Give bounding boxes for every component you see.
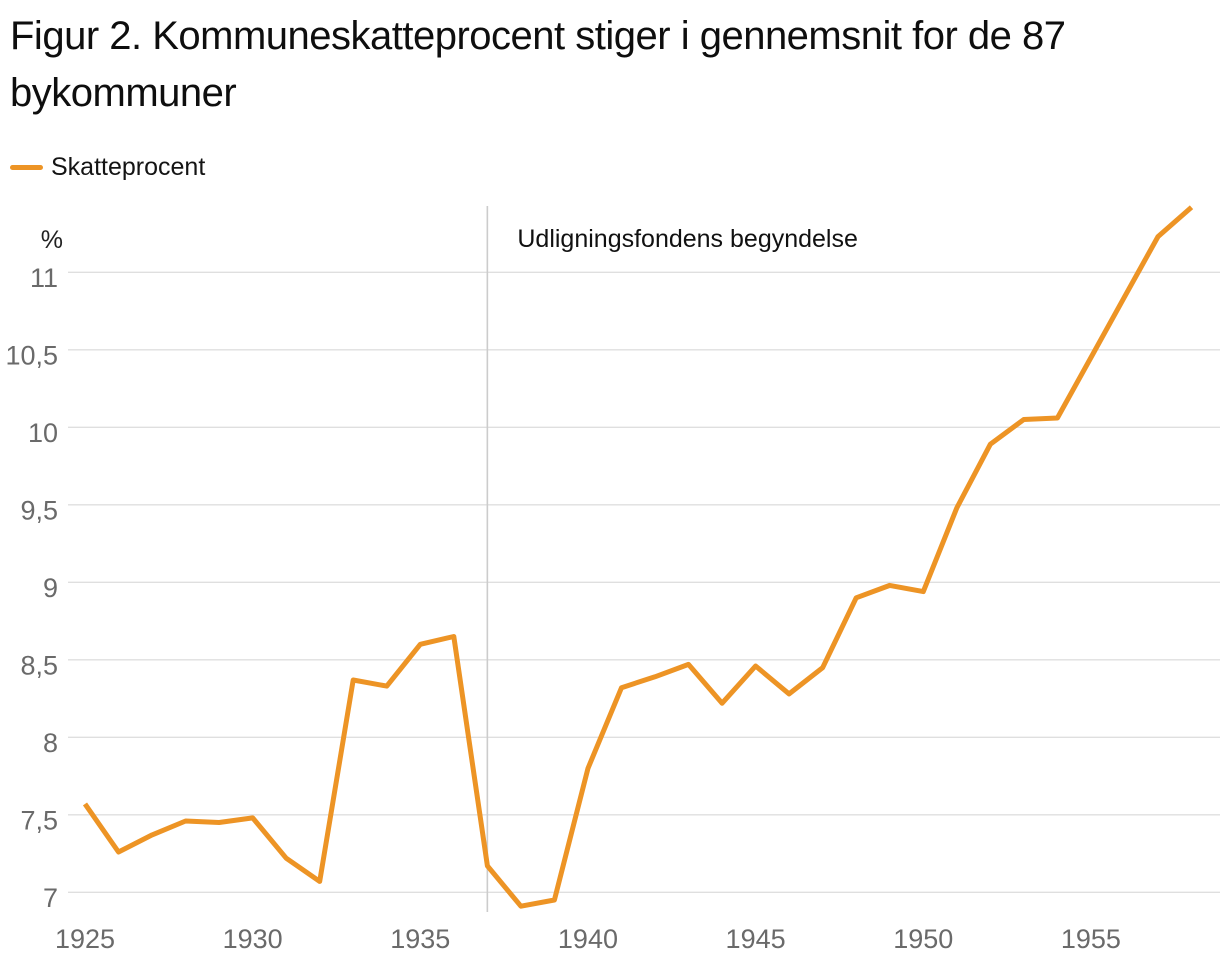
y-tick-label: 9 [43, 573, 58, 603]
y-tick-label: 10 [28, 418, 58, 448]
x-tick-label: 1930 [223, 924, 283, 954]
series-line-skatteprocent [82, 205, 1194, 909]
y-tick-label: 9,5 [20, 495, 58, 525]
x-tick-label: 1950 [893, 924, 953, 954]
x-tick-label: 1955 [1061, 924, 1121, 954]
x-tick-label: 1935 [390, 924, 450, 954]
legend-line-swatch [10, 164, 43, 170]
y-tick-label: 11 [30, 263, 58, 293]
y-tick-label: 8,5 [20, 650, 58, 680]
y-tick-label: 8 [43, 728, 58, 758]
annotation-label: Udligningsfondens begyndelse [517, 225, 858, 253]
legend-label: Skatteprocent [51, 152, 206, 181]
y-tick-label: 7 [43, 883, 58, 913]
y-axis-unit-label: % [41, 226, 63, 254]
chart-title: Figur 2. Kommuneskatteprocent stiger i g… [10, 14, 1066, 115]
y-tick-label: 10,5 [5, 340, 58, 370]
x-tick-label: 1940 [558, 924, 618, 954]
y-tick-label: 7,5 [20, 805, 58, 835]
x-tick-label: 1945 [726, 924, 786, 954]
legend: Skatteprocent [10, 153, 205, 181]
x-tick-label: 1925 [55, 924, 115, 954]
